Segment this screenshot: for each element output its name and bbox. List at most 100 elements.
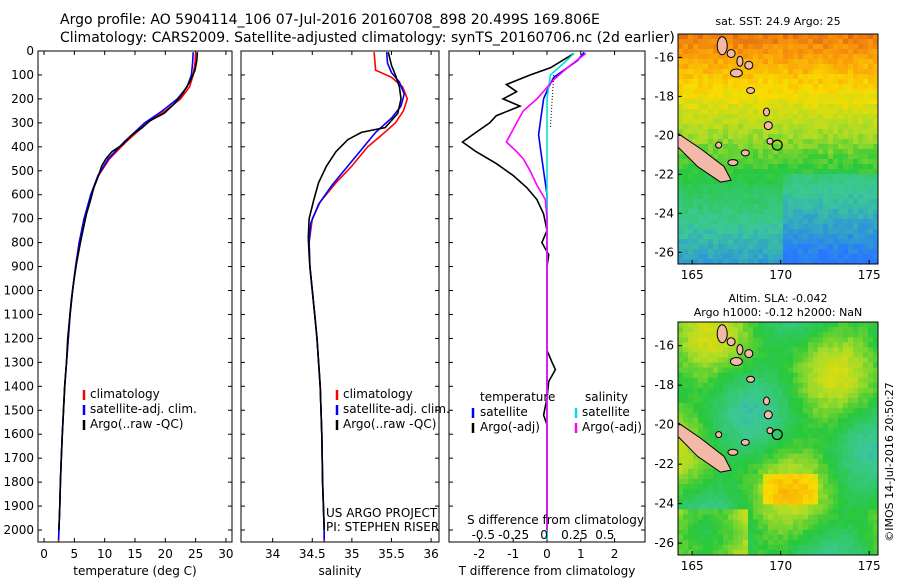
map-cell bbox=[723, 239, 729, 245]
map-cell bbox=[708, 433, 714, 439]
map-cell bbox=[808, 189, 814, 195]
map-cell bbox=[718, 254, 724, 260]
map-cell bbox=[723, 69, 729, 75]
map-cell bbox=[793, 124, 799, 130]
map-cell bbox=[828, 367, 834, 374]
map-cell bbox=[788, 149, 794, 155]
map-cell bbox=[833, 549, 839, 556]
map-cell bbox=[788, 124, 794, 130]
map-cell bbox=[868, 463, 874, 470]
map-cell bbox=[773, 337, 779, 343]
map-cell bbox=[818, 59, 824, 65]
map-xtick-label: 165 bbox=[681, 268, 704, 282]
map-cell bbox=[678, 408, 684, 414]
map-cell bbox=[683, 327, 689, 333]
map-cell bbox=[753, 204, 759, 210]
map-cell bbox=[833, 494, 839, 500]
map-cell bbox=[723, 154, 729, 160]
map-cell bbox=[738, 149, 744, 155]
map-cell bbox=[698, 114, 704, 120]
map-cell bbox=[838, 549, 844, 556]
map-cell bbox=[678, 184, 684, 190]
map-cell bbox=[758, 342, 764, 348]
map-cell bbox=[708, 49, 714, 55]
map-cell bbox=[808, 423, 814, 429]
map-cell bbox=[708, 468, 714, 475]
map-cell bbox=[693, 519, 699, 525]
map-cell bbox=[743, 239, 749, 245]
map-cell bbox=[693, 357, 699, 363]
map-cell bbox=[748, 332, 754, 338]
map-cell bbox=[708, 362, 714, 368]
map-cell bbox=[868, 169, 874, 175]
map-cell bbox=[733, 494, 739, 500]
map-cell bbox=[693, 509, 699, 515]
map-cell bbox=[683, 479, 689, 485]
map-cell bbox=[853, 367, 859, 374]
map-cell bbox=[798, 433, 804, 439]
map-cell bbox=[798, 428, 804, 434]
map-cell bbox=[793, 539, 799, 546]
map-cell bbox=[683, 59, 689, 65]
map-cell bbox=[803, 249, 809, 255]
salinity-xtick-label: 34 bbox=[265, 547, 280, 561]
map-cell bbox=[793, 468, 799, 475]
map-ytick-label: -18 bbox=[654, 89, 674, 103]
map-cell bbox=[783, 209, 789, 215]
map-cell bbox=[793, 337, 799, 343]
map-cell bbox=[843, 377, 849, 384]
map-cell bbox=[858, 479, 864, 485]
map-cell bbox=[828, 514, 834, 520]
map-cell bbox=[683, 367, 689, 374]
map-cell bbox=[853, 104, 859, 110]
map-cell bbox=[713, 514, 719, 520]
map-cell bbox=[833, 474, 839, 480]
map-cell bbox=[793, 99, 799, 105]
map-cell bbox=[778, 357, 784, 363]
map-cell bbox=[713, 204, 719, 210]
map-cell bbox=[698, 347, 704, 353]
map-cell bbox=[708, 249, 714, 255]
map-cell bbox=[753, 224, 759, 230]
map-cell bbox=[758, 387, 764, 394]
map-cell bbox=[693, 539, 699, 546]
map-cell bbox=[733, 209, 739, 215]
map-cell bbox=[768, 443, 774, 450]
map-cell bbox=[803, 392, 809, 399]
map-cell bbox=[868, 519, 874, 525]
map-cell bbox=[778, 254, 784, 260]
map-cell bbox=[818, 124, 824, 130]
map-cell bbox=[863, 458, 869, 465]
map-cell bbox=[833, 64, 839, 70]
map-cell bbox=[708, 254, 714, 260]
map-cell bbox=[848, 453, 854, 460]
map-cell bbox=[678, 249, 684, 255]
map-cell bbox=[763, 428, 769, 434]
map-cell bbox=[693, 119, 699, 125]
map-cell bbox=[758, 448, 764, 455]
map-cell bbox=[813, 79, 819, 85]
map-cell bbox=[703, 489, 709, 495]
map-cell bbox=[688, 209, 694, 215]
map-cell bbox=[678, 524, 684, 531]
map-cell bbox=[758, 174, 764, 180]
map-cell bbox=[763, 119, 769, 125]
map-cell bbox=[828, 352, 834, 358]
map-cell bbox=[853, 443, 859, 450]
map-cell bbox=[803, 89, 809, 95]
map-cell bbox=[808, 484, 814, 490]
map-cell bbox=[723, 189, 729, 195]
map-cell bbox=[823, 428, 829, 434]
map-cell bbox=[783, 149, 789, 155]
map-cell bbox=[748, 519, 754, 525]
map-cell bbox=[768, 484, 774, 490]
map-cell bbox=[688, 229, 694, 235]
map-cell bbox=[763, 519, 769, 525]
map-cell bbox=[788, 104, 794, 110]
map-cell bbox=[773, 539, 779, 546]
map-cell bbox=[753, 398, 759, 404]
map-cell bbox=[733, 234, 739, 240]
map-cell bbox=[838, 463, 844, 470]
map-cell bbox=[868, 124, 874, 130]
map-cell bbox=[838, 99, 844, 105]
